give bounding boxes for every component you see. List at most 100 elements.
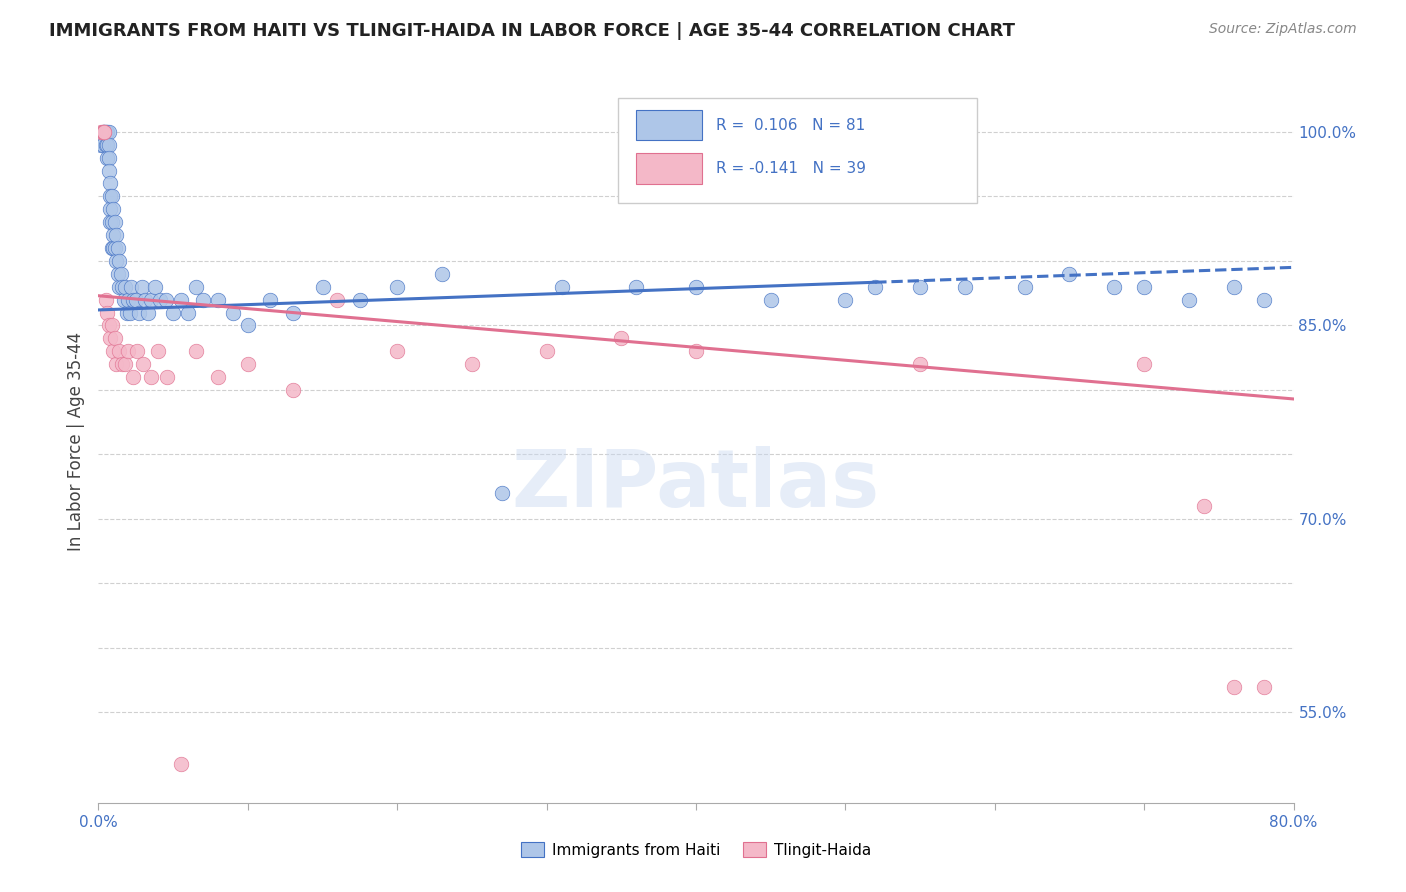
Point [103,228,125,243]
Point [121,370,143,384]
Point [149,293,172,307]
Point [207,293,229,307]
Point [128,305,150,319]
Point [184,344,207,359]
Point [685,344,707,359]
Point [349,293,371,307]
Bar [637,110,702,140]
Point [536,344,558,359]
Point [104,215,127,229]
Point [91,125,114,139]
Point [94,125,117,139]
Point [281,383,304,397]
Point [94,125,117,139]
Point [184,279,207,293]
Point [93,125,115,139]
Point [115,305,138,319]
Point [93,125,115,139]
Point [1133,279,1156,293]
Point [111,279,134,293]
Point [121,293,143,307]
Point [101,189,124,203]
Point [1133,357,1156,371]
Point [101,241,124,255]
Point [169,757,191,772]
Point [626,279,648,293]
Point [98,189,122,203]
Point [96,137,118,152]
Point [139,293,162,307]
Text: Source: ZipAtlas.com: Source: ZipAtlas.com [1209,22,1357,37]
Point [281,305,304,319]
Point [1223,279,1246,293]
Point [94,137,117,152]
Point [430,267,453,281]
Point [98,215,122,229]
Point [1253,293,1275,307]
Point [236,318,259,333]
Point [101,318,124,333]
Point [127,344,149,359]
Point [101,215,124,229]
Text: ZIPatlas: ZIPatlas [512,446,880,524]
Point [98,177,122,191]
Point [103,241,125,255]
Point [550,279,572,293]
Point [132,357,155,371]
Point [91,137,114,152]
Point [385,279,409,293]
Point [107,267,129,281]
Point [107,241,129,255]
Point [104,331,127,345]
Point [97,318,120,333]
Point [908,279,931,293]
Point [103,344,125,359]
Y-axis label: In Labor Force | Age 35-44: In Labor Force | Age 35-44 [66,332,84,551]
Point [131,279,153,293]
Point [105,357,128,371]
Point [103,202,125,217]
Point [97,137,120,152]
Point [91,125,114,139]
Point [191,293,214,307]
Text: IMMIGRANTS FROM HAITI VS TLINGIT-HAIDA IN LABOR FORCE | AGE 35-44 CORRELATION CH: IMMIGRANTS FROM HAITI VS TLINGIT-HAIDA I… [49,22,1015,40]
Point [953,279,976,293]
Point [104,241,127,255]
Point [156,370,179,384]
Point [112,293,135,307]
Point [1192,499,1215,513]
Point [114,279,136,293]
Point [139,370,162,384]
Point [162,305,184,319]
Point [108,344,131,359]
Point [97,151,120,165]
Point [90,125,112,139]
Point [155,293,177,307]
Text: R =  0.106   N = 81: R = 0.106 N = 81 [716,118,866,133]
Point [136,305,159,319]
Point [97,163,120,178]
Point [259,293,281,307]
Bar [637,153,702,184]
Point [108,253,131,268]
Point [97,125,120,139]
Point [117,344,139,359]
Legend: Immigrants from Haiti, Tlingit-Haida: Immigrants from Haiti, Tlingit-Haida [515,836,877,863]
Point [865,279,887,293]
Point [93,125,115,139]
Point [110,267,132,281]
Point [94,293,117,307]
Point [114,357,136,371]
Point [169,293,191,307]
Point [177,305,200,319]
Point [108,279,131,293]
Point [98,202,122,217]
Point [1104,279,1126,293]
Point [908,357,931,371]
Point [111,357,134,371]
Point [1059,267,1081,281]
Point [326,293,349,307]
Point [207,370,229,384]
Point [143,279,166,293]
Point [148,344,170,359]
